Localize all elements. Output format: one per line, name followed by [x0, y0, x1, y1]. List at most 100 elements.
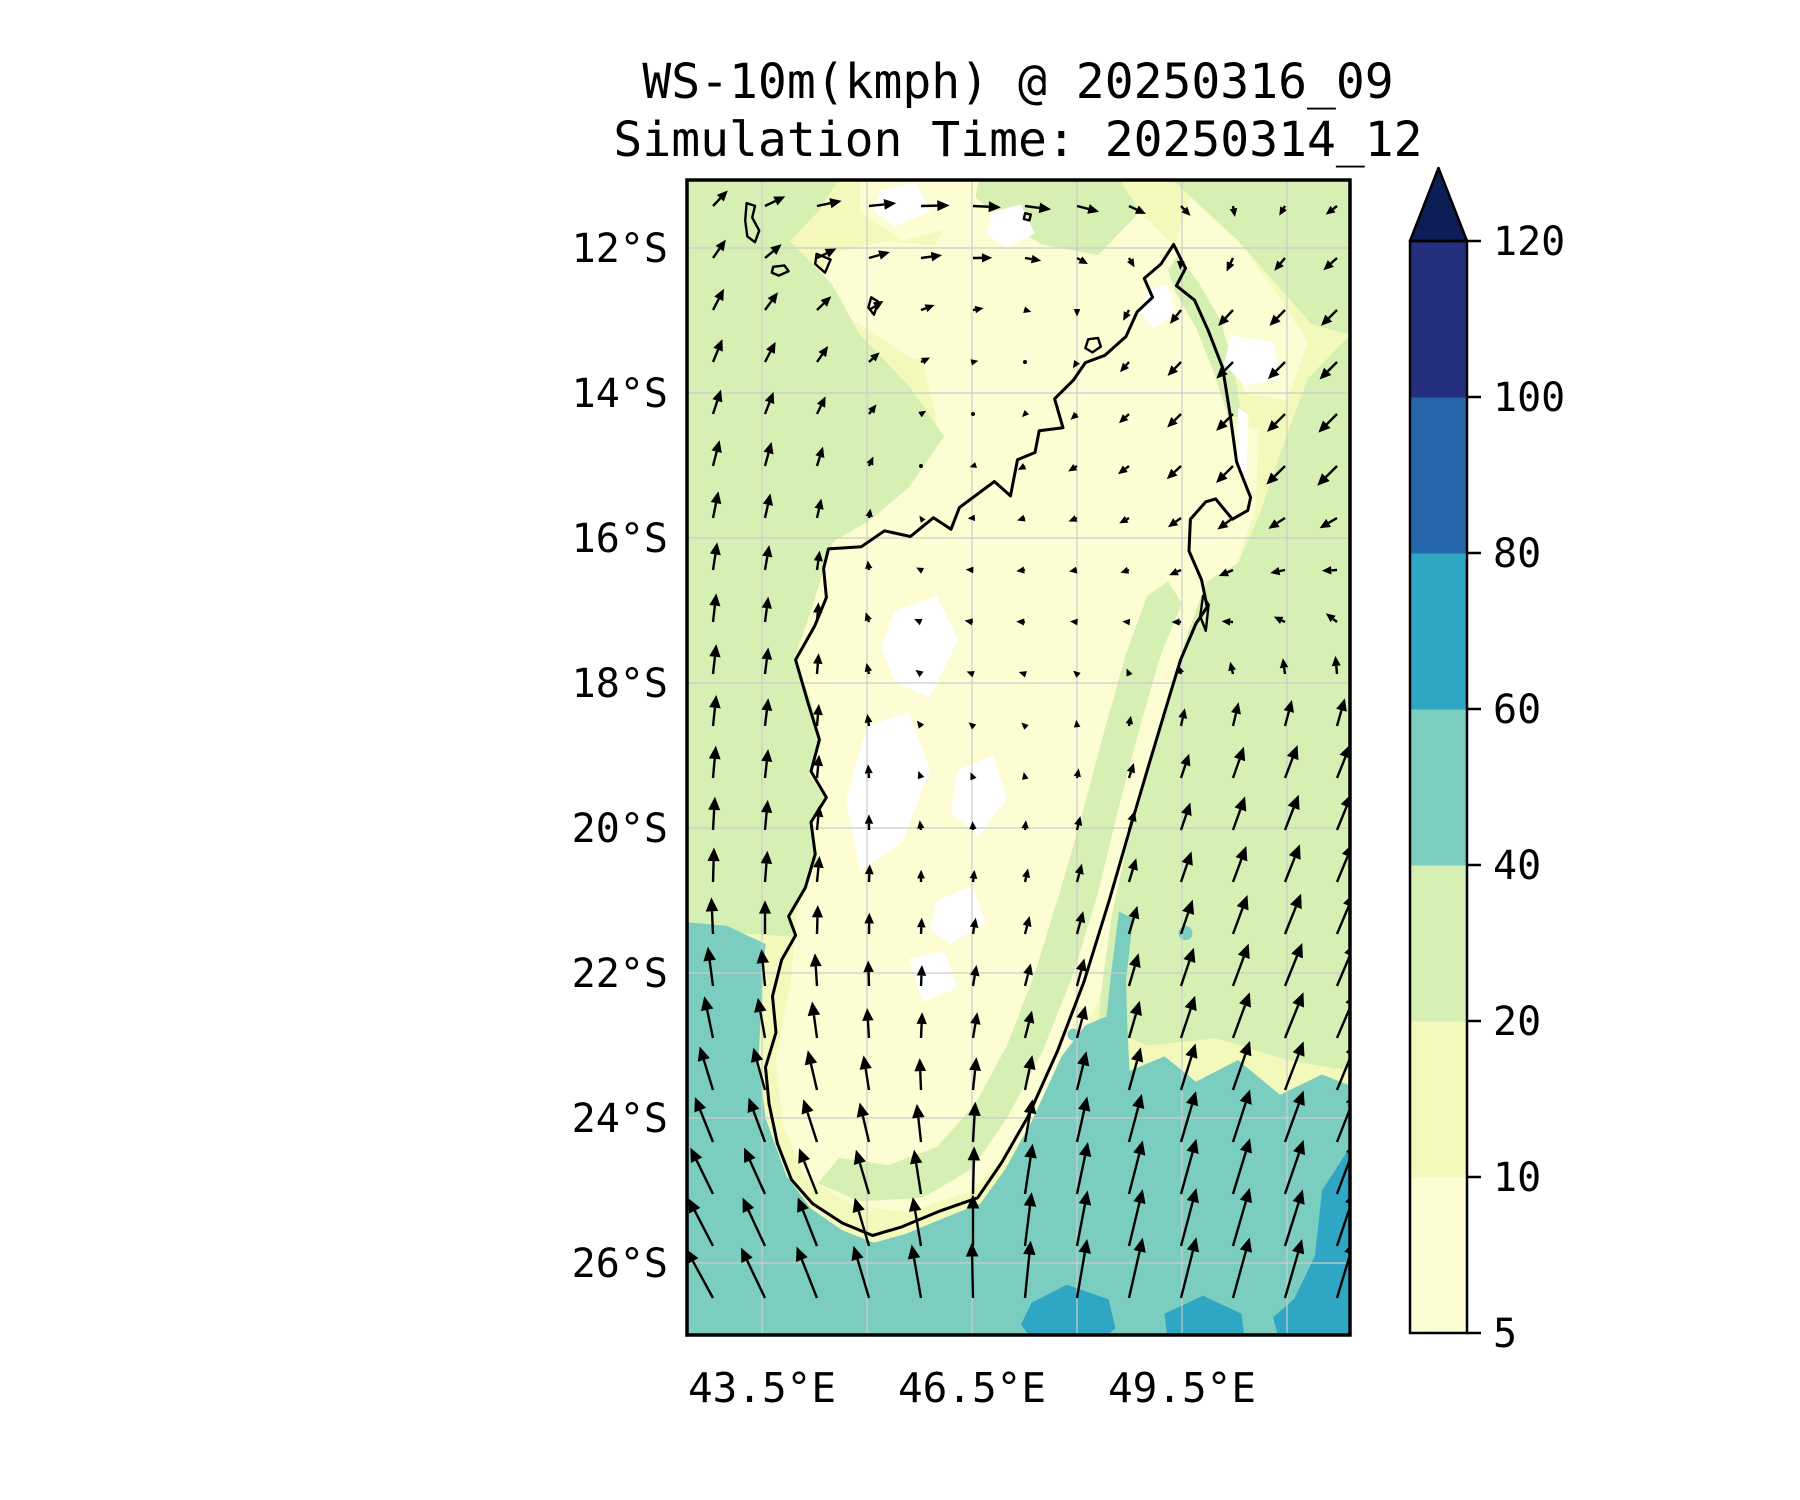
wind-arrow-head — [1180, 753, 1191, 767]
wind-arrow-shaft — [1023, 973, 1030, 987]
wind-arrow-shaft — [1327, 516, 1338, 524]
wind-arrow-shaft — [1173, 361, 1182, 370]
wind-arrow-head — [1323, 260, 1334, 271]
wind-arrow-head — [908, 1197, 922, 1212]
wind-arrow-head — [1178, 708, 1188, 719]
wind-arrow-shaft — [1179, 1250, 1195, 1299]
wind-arrow-shaft — [1173, 465, 1182, 474]
contour-fill-white-0 — [881, 596, 958, 698]
wind-arrow-head — [966, 1194, 980, 1209]
wind-arrow-shaft — [1075, 1155, 1087, 1195]
wind-arrow-head — [709, 644, 721, 658]
y-tick-label-14°S: 14°S — [572, 371, 668, 417]
wind-arrow-head — [1279, 658, 1289, 669]
wind-arrow-head — [813, 704, 823, 716]
wind-arrow-shaft — [1335, 709, 1343, 727]
wind-arrow-shaft — [763, 556, 769, 571]
wind-arrow-shaft — [816, 252, 828, 260]
wind-arrow-head — [813, 550, 823, 562]
contour-fill-blue-0 — [1273, 1147, 1350, 1335]
wind-arrow-shaft — [1179, 717, 1184, 727]
wind-arrow-shaft — [1223, 465, 1234, 476]
wind-arrow-head — [1319, 518, 1331, 529]
wind-arrow-head — [1217, 519, 1229, 530]
wind-arrow-head — [1218, 568, 1230, 577]
wind-arrow-shaft — [971, 927, 976, 935]
wind-arrow-head — [1078, 1190, 1092, 1206]
wind-arrow-head — [1336, 698, 1347, 712]
wind-arrow-head — [688, 1198, 701, 1214]
wind-arrow-shaft — [763, 761, 768, 779]
wind-arrow-head — [872, 300, 884, 310]
wind-arrow-shaft — [711, 605, 717, 623]
quiver-layer — [687, 190, 1350, 1299]
wind-arrow-head — [814, 498, 824, 510]
wind-arrow-head — [1023, 1055, 1036, 1070]
wind-arrow-shaft — [1179, 912, 1190, 935]
wind-arrow-shaft — [712, 247, 721, 259]
wind-arrow-head — [1283, 700, 1295, 713]
wind-arrow-head — [1021, 771, 1029, 780]
wind-arrow-head — [964, 618, 973, 626]
contour-fill-white-6 — [874, 182, 930, 227]
wind-arrow-shaft — [1231, 1200, 1248, 1247]
wind-arrow-shaft — [815, 765, 820, 779]
wind-arrow-shaft — [1179, 960, 1191, 987]
wind-arrow-head — [1068, 463, 1078, 472]
y-tick-label-22°S: 22°S — [572, 951, 668, 997]
wind-arrow-head — [930, 251, 943, 262]
wind-arrow-shaft — [1179, 764, 1187, 779]
wind-arrow-shaft — [1127, 1251, 1141, 1299]
wind-arrow-shaft — [801, 1210, 819, 1247]
wind-arrow-shaft — [1179, 1008, 1192, 1039]
wind-arrow-shaft — [1023, 1254, 1031, 1299]
wind-arrow-head — [1021, 409, 1030, 418]
plot-subtitle: Simulation Time: 20250314_12 — [613, 112, 1423, 168]
wind-arrow-shaft — [1023, 1205, 1032, 1247]
wind-arrow-head — [801, 1099, 814, 1115]
wind-arrow-shaft — [866, 1020, 871, 1039]
wind-arrow-head — [967, 1146, 981, 1161]
wind-arrow-shaft — [1179, 1201, 1194, 1247]
plot-title: WS-10m(kmph) @ 20250316_09 — [642, 54, 1394, 110]
wind-arrow-head — [813, 754, 824, 767]
wind-arrow-head — [918, 410, 927, 418]
wind-arrow-head — [1288, 844, 1301, 860]
wind-arrow-head — [707, 847, 720, 862]
wind-arrow-shaft — [1223, 413, 1234, 424]
wind-arrow-head — [969, 869, 978, 880]
contour-fill-white-7 — [986, 204, 1035, 248]
wind-arrow-shaft — [917, 1117, 923, 1143]
wind-arrow-shaft — [1224, 517, 1234, 525]
wind-arrow-head — [916, 917, 926, 928]
wind-arrow-shaft — [1126, 309, 1131, 314]
wind-arrow-head — [770, 244, 782, 255]
wind-arrow-head — [1321, 566, 1332, 575]
wind-arrow-head — [1325, 613, 1336, 623]
x-tick-label-49.5°E: 49.5°E — [1108, 1364, 1256, 1412]
wind-arrow-shaft — [857, 1210, 871, 1247]
wind-arrow-shaft — [815, 612, 819, 623]
wind-arrow-head — [813, 653, 823, 665]
wind-arrow-shaft — [711, 707, 717, 727]
wind-arrow-head — [916, 965, 927, 976]
wind-arrow-shaft — [1283, 1152, 1301, 1195]
wind-arrow-head — [1017, 463, 1027, 470]
wind-arrow-shaft — [1283, 711, 1291, 727]
gridline-layer — [687, 180, 1350, 1335]
wind-arrow-shaft — [816, 353, 824, 363]
wind-arrow-head — [864, 612, 872, 622]
colorbar-segment-60-80 — [1410, 553, 1467, 710]
wind-arrow-head — [921, 357, 931, 365]
wind-arrow-shaft — [920, 307, 927, 312]
wind-arrow-shaft — [1335, 1253, 1350, 1299]
wind-arrow-shaft — [1230, 670, 1235, 675]
wind-arrow-head — [1166, 468, 1178, 480]
wind-arrow-head — [760, 850, 773, 865]
contour-fill-blue-1 — [1021, 1284, 1116, 1335]
wind-arrow-head — [1169, 568, 1179, 576]
wind-arrow-shaft — [763, 863, 768, 883]
wind-arrow-head — [713, 339, 723, 352]
wind-arrow-shaft — [1282, 667, 1287, 675]
